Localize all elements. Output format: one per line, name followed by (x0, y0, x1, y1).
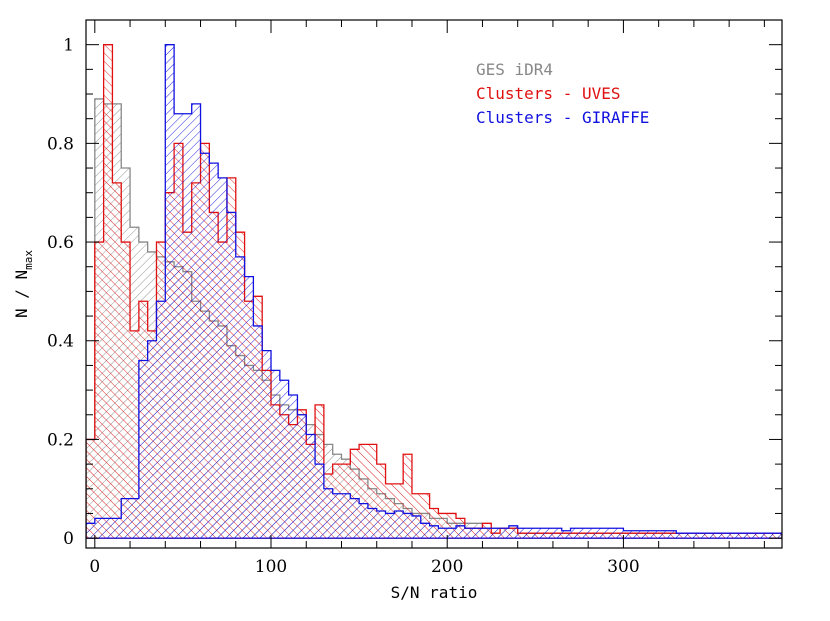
x-axis-label: S/N ratio (391, 583, 478, 602)
series-layer (86, 44, 782, 539)
y-tick-label: 1 (63, 36, 74, 56)
y-axis-label: N / Nmax (12, 250, 35, 318)
legend-entry-ges-idr4: GES iDR4 (476, 60, 553, 79)
y-tick-label: 0.2 (47, 430, 74, 450)
series-clusters-giraffe (86, 44, 782, 539)
y-tick-label: 0 (63, 529, 74, 549)
legend: GES iDR4 Clusters - UVES Clusters - GIRA… (476, 60, 649, 127)
x-tick-label: 0 (89, 557, 100, 577)
y-tick-label: 0.8 (47, 134, 74, 154)
legend-entry-clusters-uves: Clusters - UVES (476, 84, 621, 103)
y-axis-label-subscript: max (22, 250, 35, 270)
y-tick-label: 0.4 (47, 332, 74, 352)
tick-labels: 0 100 200 300 0 0.2 0.4 0.6 0.8 1 (47, 36, 640, 577)
legend-entry-clusters-giraffe: Clusters - GIRAFFE (476, 108, 649, 127)
y-axis-label-main: N / N (12, 270, 31, 318)
ticks-layer (86, 20, 782, 548)
plot-frame (85, 19, 783, 549)
x-tick-label: 200 (431, 557, 463, 577)
x-tick-label: 100 (255, 557, 287, 577)
y-tick-label: 0.6 (47, 233, 74, 253)
x-tick-label: 300 (607, 557, 639, 577)
